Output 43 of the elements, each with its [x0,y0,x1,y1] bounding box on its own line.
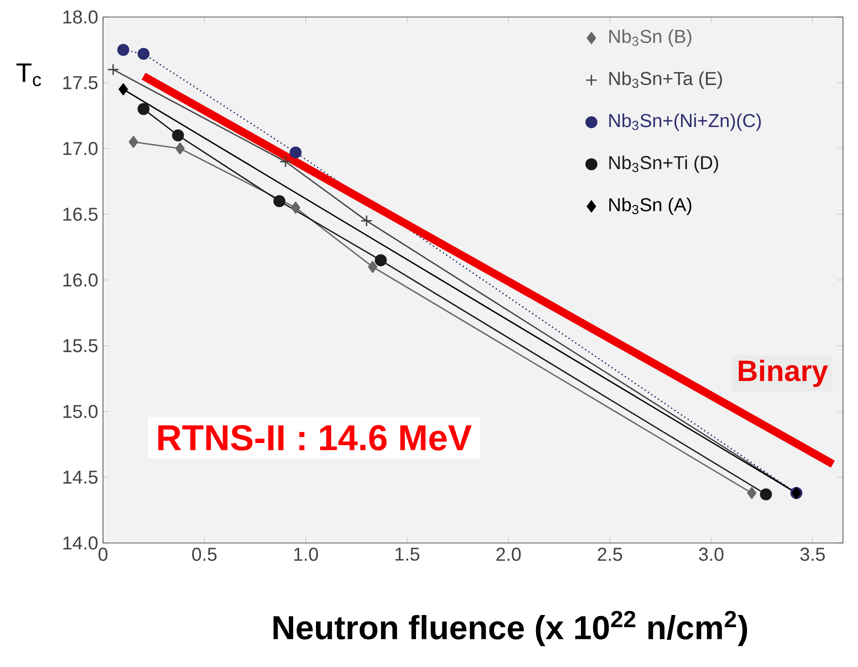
x-tick-label: 2.5 [598,548,622,561]
legend-label: Nb$_{3}$Sn+Ti (D) [609,156,718,173]
y-tick-label: 15.0 [63,404,98,418]
point [747,487,756,500]
x-tick-label: 0 [98,548,108,561]
point [290,202,300,214]
point [117,44,130,56]
point [360,214,373,227]
y-tick-label: 16.5 [63,208,98,221]
point [138,103,150,116]
x-tick-label: 2.0 [496,548,521,561]
x-tick-label: 0.5 [192,548,217,561]
y-tick-label: 14.5 [63,470,98,484]
legend-label: Nb$_{3}$Sn+(Ni+Zn)(C) [609,113,761,131]
point [368,260,378,273]
point [374,254,387,266]
point [290,146,302,158]
y-tick-label: 14.0 [63,536,98,550]
y-tick-label: 15.5 [63,339,98,352]
annotation: RTNS-II : 14.6 MeV [158,425,472,451]
x-tick-label: 1.5 [396,548,420,561]
point [273,195,286,208]
point [138,48,150,60]
y-tick-label: 17.0 [63,142,98,156]
legend-label: Nb$_{3}$Sn+Ta (E) [609,71,722,89]
series-label: Binary [738,360,828,388]
legend-label: Nb$_{3}$Sn (B) [609,29,692,47]
point [128,136,138,148]
y-tick-label: 18.0 [63,10,98,24]
x-tick-label: 1.0 [294,548,318,561]
y-axis-title: T$_{c}$ [16,64,41,86]
legend-label: Nb$_{3}$Sn (A) [609,198,692,216]
point [107,64,120,76]
point [175,142,185,154]
point [279,156,292,168]
x-tick-label: 3.5 [800,548,825,561]
point [118,83,128,96]
x-axis-title: Neutron fluence (x 10$^{22}$ n/cm$^{2}$) [274,610,748,646]
y-tick-label: 16.0 [63,273,98,287]
x-tick-label: 3.0 [698,548,724,561]
point [172,129,184,142]
y-tick-label: 17.5 [63,76,98,90]
point [760,488,772,500]
